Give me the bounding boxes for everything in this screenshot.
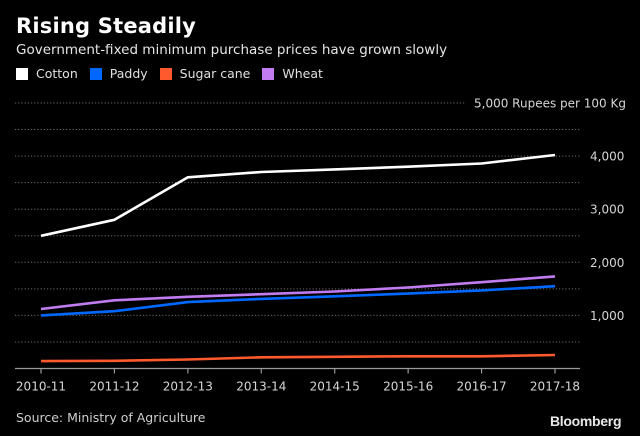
y-tick-label-2000: 2,000 bbox=[590, 256, 624, 270]
legend-label-cotton: Cotton bbox=[36, 66, 78, 81]
series-line-wheat bbox=[40, 275, 556, 311]
legend-swatch-wheat bbox=[262, 67, 275, 80]
x-tick-label-2017-18: 2017-18 bbox=[530, 380, 580, 394]
series-line-sugar-cane bbox=[40, 353, 556, 363]
x-tick-label-2015-16: 2015-16 bbox=[383, 380, 433, 394]
legend-item-paddy: Paddy bbox=[89, 66, 148, 81]
chart-title: Rising Steadily bbox=[16, 14, 197, 38]
legend-swatch-sugar-cane bbox=[159, 67, 172, 80]
x-tick-label-2016-17: 2016-17 bbox=[457, 380, 507, 394]
legend-item-sugar-cane: Sugar cane bbox=[159, 66, 251, 81]
legend-item-cotton: Cotton bbox=[16, 66, 78, 81]
source-note: Source: Ministry of Agriculture bbox=[16, 410, 206, 425]
legend-label-sugar-cane: Sugar cane bbox=[179, 66, 251, 81]
x-tick-label-2011-12: 2011-12 bbox=[89, 380, 139, 394]
legend-swatch-paddy bbox=[89, 67, 102, 80]
x-tick-label-2012-13: 2012-13 bbox=[163, 380, 213, 394]
x-tick-label-2010-11: 2010-11 bbox=[16, 380, 66, 394]
bloomberg-logo: Bloomberg bbox=[550, 413, 622, 429]
y-tick-label-5000: 5,000 Rupees per 100 Kg bbox=[474, 97, 626, 111]
legend: Cotton Paddy Sugar cane Wheat bbox=[16, 66, 335, 81]
y-tick-label-1000: 1,000 bbox=[590, 309, 624, 323]
series-line-paddy bbox=[40, 284, 556, 317]
y-tick-label-3000: 3,000 bbox=[590, 203, 624, 217]
legend-swatch-cotton bbox=[16, 67, 28, 80]
x-tick-label-2014-15: 2014-15 bbox=[310, 380, 360, 394]
chart-subtitle: Government-fixed minimum purchase prices… bbox=[16, 42, 448, 58]
series-line-cotton bbox=[40, 153, 556, 238]
legend-label-paddy: Paddy bbox=[109, 66, 148, 81]
y-tick-label-4000: 4,000 bbox=[590, 150, 624, 164]
legend-item-wheat: Wheat bbox=[262, 66, 323, 81]
legend-label-wheat: Wheat bbox=[282, 66, 323, 81]
x-tick-label-2013-14: 2013-14 bbox=[236, 380, 286, 394]
